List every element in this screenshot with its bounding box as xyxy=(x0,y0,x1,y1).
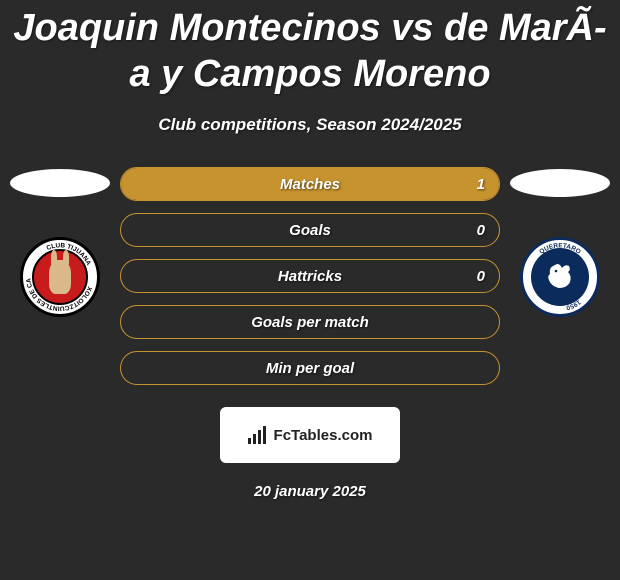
svg-text:QUERETARO: QUERETARO xyxy=(538,243,582,256)
stat-row-hattricks: Hattricks 0 xyxy=(120,259,500,293)
right-player-photo-placeholder xyxy=(510,169,610,197)
stat-value-right: 1 xyxy=(477,176,485,193)
right-player-column: QUERETARO 1950 xyxy=(510,169,610,317)
left-club-logo: CLUB TIJUANA XOLOITZCUINTLES DE CALIENTE xyxy=(20,237,100,317)
brand-box: FcTables.com xyxy=(220,407,400,463)
stat-value-right: 0 xyxy=(477,222,485,239)
stat-label: Hattricks xyxy=(278,268,342,285)
svg-text:1950: 1950 xyxy=(565,298,582,311)
stat-row-matches: Matches 1 xyxy=(120,167,500,201)
subtitle: Club competitions, Season 2024/2025 xyxy=(0,115,620,135)
stat-label: Goals xyxy=(289,222,331,239)
stat-value-right: 0 xyxy=(477,268,485,285)
comparison-row: CLUB TIJUANA XOLOITZCUINTLES DE CALIENTE… xyxy=(0,169,620,385)
page-title: Joaquin Montecinos vs de MarÃ­a y Campos… xyxy=(0,0,620,97)
right-club-logo: QUERETARO 1950 xyxy=(520,237,600,317)
stat-label: Min per goal xyxy=(266,360,354,377)
brand-text: FcTables.com xyxy=(274,427,373,444)
xolo-dog-icon xyxy=(49,260,71,294)
stat-label: Goals per match xyxy=(251,314,369,331)
stat-label: Matches xyxy=(280,176,340,193)
left-player-photo-placeholder xyxy=(10,169,110,197)
date-text: 20 january 2025 xyxy=(0,483,620,500)
stats-column: Matches 1 Goals 0 Hattricks 0 Goals per match M… xyxy=(120,167,500,385)
stat-row-goals-per-match: Goals per match xyxy=(120,305,500,339)
stat-row-min-per-goal: Min per goal xyxy=(120,351,500,385)
left-player-column: CLUB TIJUANA XOLOITZCUINTLES DE CALIENTE xyxy=(10,169,110,317)
bar-chart-icon xyxy=(248,426,268,444)
stat-row-goals: Goals 0 xyxy=(120,213,500,247)
rooster-icon xyxy=(543,260,577,294)
